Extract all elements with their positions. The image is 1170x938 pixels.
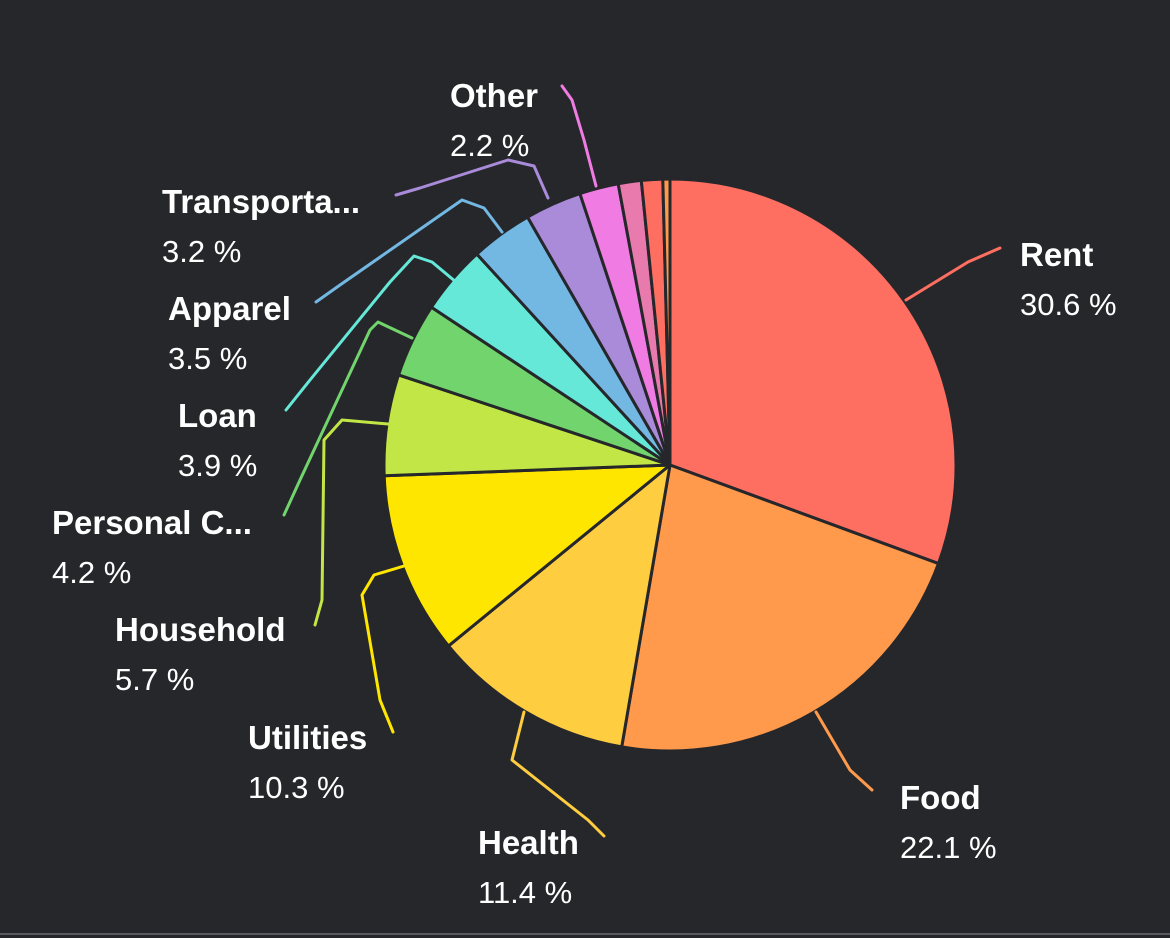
slice-value-transporta: 3.2 % xyxy=(162,234,241,269)
leader-line-utilities xyxy=(360,564,406,734)
slice-label-health: Health xyxy=(478,824,579,861)
pie-slice-rent xyxy=(668,177,958,566)
slice-label-transporta: Transporta... xyxy=(162,183,360,220)
leader-line-other xyxy=(560,84,598,188)
leader-lines xyxy=(282,84,1002,838)
slice-value-utilities: 10.3 % xyxy=(248,770,345,805)
slice-label-food: Food xyxy=(900,779,981,816)
bottom-divider xyxy=(0,933,1170,935)
slice-label-utilities: Utilities xyxy=(248,719,367,756)
slice-value-household: 5.7 % xyxy=(115,662,194,697)
slice-value-health: 11.4 % xyxy=(478,875,572,910)
leader-line-household xyxy=(313,418,390,627)
slice-value-food: 22.1 % xyxy=(900,830,997,865)
slice-label-loan: Loan xyxy=(178,397,257,434)
slice-value-loan: 3.9 % xyxy=(178,448,257,483)
leader-line-food xyxy=(814,710,874,792)
leader-line-rent xyxy=(904,246,1002,302)
slice-value-rent: 30.6 % xyxy=(1020,287,1117,322)
leader-line-apparel xyxy=(314,198,504,304)
leader-line-loan xyxy=(284,254,458,412)
pie-slices xyxy=(382,177,958,753)
slice-value-apparel: 3.5 % xyxy=(168,341,247,376)
leader-line-health xyxy=(510,710,606,838)
leader-line-personal-c xyxy=(282,320,414,517)
slice-value-other: 2.2 % xyxy=(450,128,529,163)
slice-label-apparel: Apparel xyxy=(168,290,291,327)
slice-value-personal-c: 4.2 % xyxy=(52,555,131,590)
slice-label-other: Other xyxy=(450,77,538,114)
slice-label-rent: Rent xyxy=(1020,236,1093,273)
slice-label-household: Household xyxy=(115,611,286,648)
pie-slice-health xyxy=(446,463,672,749)
leader-line-transporta xyxy=(394,158,550,200)
pie-slice-food xyxy=(620,463,940,753)
slice-labels: Rent 30.6 % Food 22.1 % Health 11.4 % Utilitie… xyxy=(52,77,1117,910)
pie-slice-unlabeled-12 xyxy=(661,177,672,467)
slice-label-personal-c: Personal C... xyxy=(52,504,252,541)
